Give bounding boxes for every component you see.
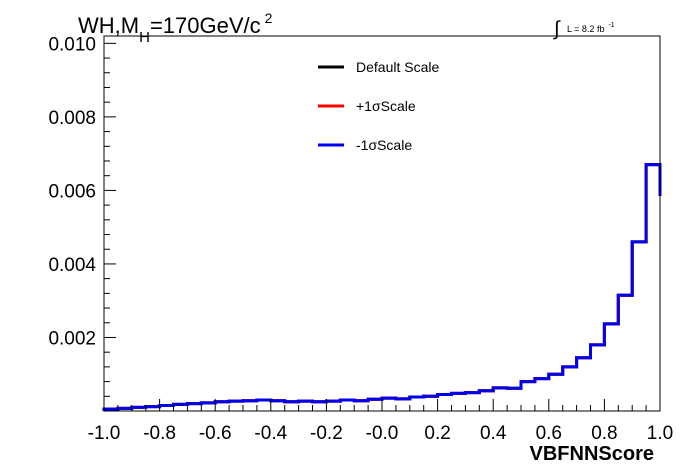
y-tick-label: 0.008 [48,108,96,129]
x-tick-labels: -1.0 -0.8 -0.6 -0.4 -0.2 -0.0 0.2 0.4 0.6 0.8 1.0 [88,423,674,444]
legend-label-minus1sigma: -1σScale [356,137,412,153]
title-subscript: H [139,29,150,46]
x-tick-label: 0.2 [424,423,450,444]
title-rest: =170GeV/c [150,13,261,38]
x-axis-label: VBFNNScore [530,443,654,465]
x-tick-label: 0.4 [480,423,507,444]
legend-label-default: Default Scale [356,59,439,75]
y-tick-labels: 0.002 0.004 0.006 0.008 0.010 [48,34,96,349]
axis-ticks [103,42,661,411]
x-tick-label: 0.8 [591,423,617,444]
title-superscript: 2 [265,10,273,26]
x-tick-label: -1.0 [88,423,121,444]
y-tick-label: 0.004 [48,255,96,276]
title-main: WH,M [78,13,139,38]
x-tick-label: -0.0 [366,423,399,444]
x-tick-label: -0.2 [310,423,343,444]
legend: Default Scale +1σScale -1σScale [318,59,439,153]
x-tick-label: -0.4 [254,423,287,444]
luminosity-text: L = 8.2 fb [567,24,604,34]
luminosity-integral-symbol: ∫ [553,18,561,40]
y-tick-label: 0.010 [48,34,96,55]
y-tick-label: 0.006 [48,181,96,202]
luminosity-label: L = 8.2 fb -1 [567,22,615,34]
x-tick-label: 0.6 [536,423,562,444]
legend-label-plus1sigma: +1σScale [356,98,416,114]
luminosity-superscript: -1 [608,22,614,29]
x-tick-label: -0.6 [199,423,232,444]
x-tick-label: -0.8 [143,423,176,444]
chart-title: WH,MH=170GeV/c 2 [78,10,273,46]
x-tick-label: 1.0 [647,423,673,444]
histogram-series-2 [102,163,662,411]
y-tick-label: 0.002 [48,328,96,349]
histogram-layer [102,163,662,411]
